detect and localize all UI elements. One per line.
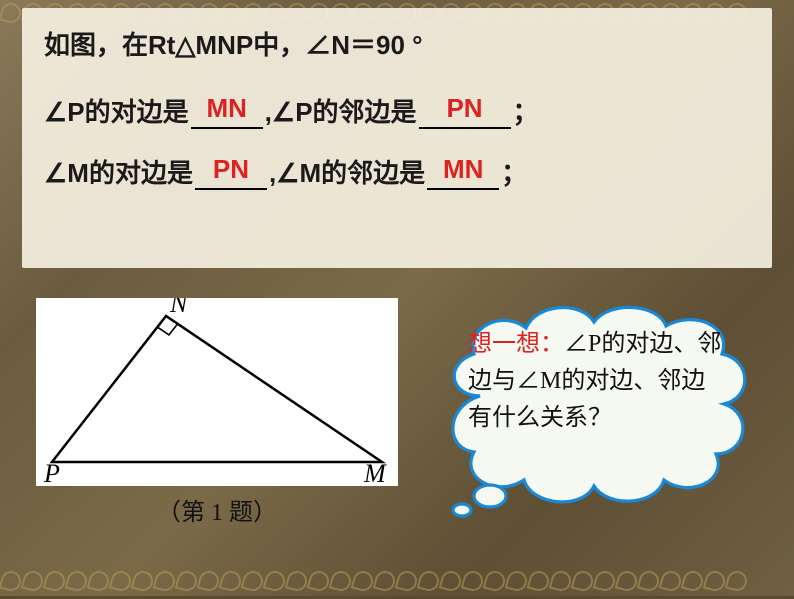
triangle-shape bbox=[52, 316, 382, 462]
slide-background: 如图，在Rt△MNP中，∠N＝90 ° ∠P的对边是MN,∠P的邻边是PN； ∠… bbox=[0, 0, 794, 596]
blank-m-adjacent: MN bbox=[427, 160, 499, 190]
thought-cloud: 想一想：∠P的对边、邻边与∠M的对边、邻边有什么关系？ bbox=[432, 296, 760, 518]
cloud-text-block: 想一想：∠P的对边、邻边与∠M的对边、邻边有什么关系？ bbox=[468, 326, 728, 438]
answer-m-adjacent: MN bbox=[443, 154, 483, 184]
line2-part3: ； bbox=[513, 97, 539, 127]
question-panel: 如图，在Rt△MNP中，∠N＝90 ° ∠P的对边是MN,∠P的邻边是PN； ∠… bbox=[22, 8, 772, 268]
line2-part2: ,∠P的邻边是 bbox=[265, 97, 417, 127]
triangle-figure: N P M bbox=[36, 298, 398, 486]
vertex-label-M: M bbox=[363, 459, 387, 486]
blank-m-opposite: PN bbox=[195, 160, 267, 190]
vertex-label-P: P bbox=[43, 459, 60, 486]
right-angle-mark bbox=[157, 324, 177, 335]
line3-part3: ； bbox=[501, 158, 527, 188]
blank-p-opposite: MN bbox=[191, 99, 263, 129]
line2-part1: ∠P的对边是 bbox=[44, 97, 189, 127]
triangle-svg: N P M bbox=[36, 298, 398, 486]
question-line-3: ∠M的对边是PN,∠M的邻边是MN； bbox=[44, 154, 750, 193]
line1-text: 如图，在Rt△MNP中，∠N＝90 ° bbox=[44, 30, 423, 60]
question-line-1: 如图，在Rt△MNP中，∠N＝90 ° bbox=[44, 26, 750, 65]
border-bottom-decoration bbox=[0, 568, 794, 596]
line3-part2: ,∠M的邻边是 bbox=[269, 158, 425, 188]
figure-area: N P M （第 1 题） bbox=[36, 298, 398, 538]
vertex-label-N: N bbox=[169, 298, 189, 318]
figure-caption: （第 1 题） bbox=[36, 492, 398, 527]
cloud-prompt-label: 想一想： bbox=[468, 331, 564, 357]
answer-p-adjacent: PN bbox=[446, 93, 482, 123]
blank-p-adjacent: PN bbox=[419, 99, 511, 129]
answer-p-opposite: MN bbox=[206, 93, 246, 123]
question-line-2: ∠P的对边是MN,∠P的邻边是PN； bbox=[44, 93, 750, 132]
line3-part1: ∠M的对边是 bbox=[44, 158, 193, 188]
answer-m-opposite: PN bbox=[213, 154, 249, 184]
